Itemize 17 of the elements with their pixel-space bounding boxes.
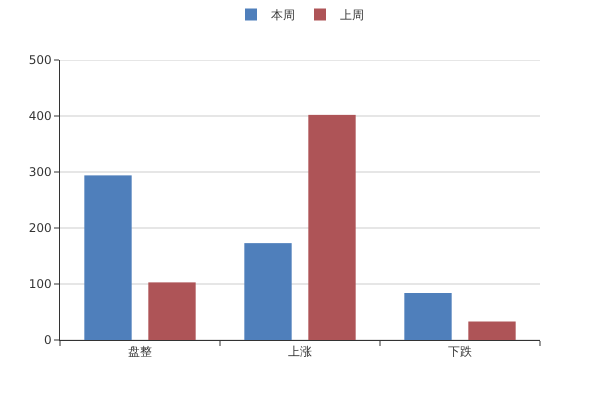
y-tick-label: 0 [44,333,52,348]
bar [468,322,516,340]
x-tick-label: 盘整 [128,344,152,358]
bar [244,243,292,340]
bar [308,114,356,340]
legend-label: 本周 [271,8,295,22]
legend-label: 上周 [340,8,364,22]
y-tick-label: 200 [28,221,52,236]
x-tick-label: 上涨 [288,344,312,358]
bar [148,282,196,340]
bar [404,292,452,340]
y-tick-label: 100 [28,277,52,292]
y-tick-label: 400 [28,109,52,124]
bar [84,175,132,340]
y-tick-label: 500 [28,53,52,68]
x-tick-label: 下跌 [448,344,472,358]
y-tick-label: 300 [28,165,52,180]
